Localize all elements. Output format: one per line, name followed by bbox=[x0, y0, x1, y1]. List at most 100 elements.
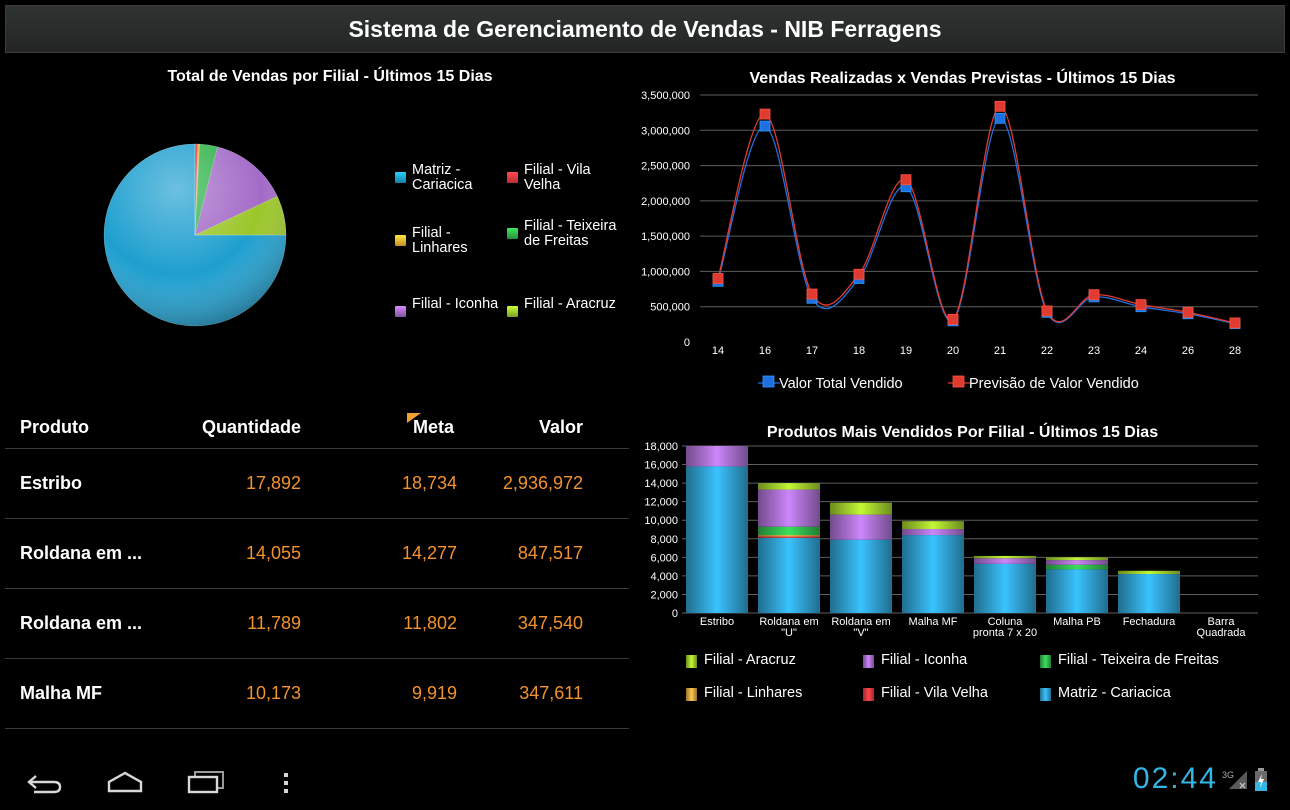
legend-label: Filial - Vila Velha bbox=[524, 162, 591, 193]
bar-segment[interactable] bbox=[758, 483, 820, 490]
bar-segment[interactable] bbox=[830, 502, 892, 515]
bar-segment[interactable] bbox=[686, 446, 748, 467]
data-point[interactable] bbox=[994, 100, 1006, 112]
bar-segment[interactable] bbox=[686, 466, 748, 613]
y-tick-label: 1,000,000 bbox=[641, 266, 690, 278]
bar-legend-label[interactable]: Filial - Aracruz bbox=[704, 652, 796, 668]
row-product: Roldana em ... bbox=[20, 613, 143, 633]
bar-segment[interactable] bbox=[758, 526, 820, 536]
pie-chart[interactable] bbox=[95, 135, 295, 335]
bar-segment[interactable] bbox=[902, 529, 964, 536]
recents-icon[interactable] bbox=[187, 770, 225, 794]
table-row[interactable]: Roldana em ... 11,789 11,802 347,540 bbox=[5, 589, 629, 659]
line-legend-label[interactable]: Valor Total Vendido bbox=[779, 376, 903, 392]
table-row[interactable]: Roldana em ... 14,055 14,277 847,517 bbox=[5, 519, 629, 589]
table-header: Produto Quantidade Meta Valor bbox=[5, 400, 629, 449]
legend-marker bbox=[952, 375, 965, 388]
line-legend-label[interactable]: Previsão de Valor Vendido bbox=[969, 376, 1139, 392]
bar-legend-label[interactable]: Matriz - Cariacica bbox=[1058, 685, 1172, 701]
legend-swatch bbox=[863, 655, 874, 668]
table-row[interactable]: Estribo 17,892 18,734 2,936,972 bbox=[5, 449, 629, 519]
bar-segment[interactable] bbox=[1046, 569, 1108, 613]
row-value: 347,540 bbox=[517, 613, 583, 633]
header-product[interactable]: Produto bbox=[20, 417, 89, 437]
menu-icon[interactable] bbox=[282, 771, 290, 795]
pie-legend-item[interactable]: Filial - Vila Velha bbox=[507, 163, 625, 193]
stacked-bar-chart[interactable]: 0 2,000 4,000 6,000 8,000 10,000 12,000 14,000 1… bbox=[630, 438, 1270, 718]
bar-legend-label[interactable]: Filial - Teixeira de Freitas bbox=[1058, 652, 1219, 668]
bar-segment[interactable] bbox=[1046, 557, 1108, 561]
row-quantity: 14,055 bbox=[245, 543, 301, 563]
bar-segment[interactable] bbox=[974, 558, 1036, 564]
bar-segment[interactable] bbox=[974, 555, 1036, 559]
bar-segment[interactable] bbox=[974, 563, 1036, 613]
bar-segment[interactable] bbox=[902, 521, 964, 530]
legend-swatch bbox=[863, 688, 874, 701]
bar-segment[interactable] bbox=[758, 535, 820, 537]
x-tick-label: Roldana em "V" bbox=[831, 616, 890, 639]
bar-segment[interactable] bbox=[1046, 560, 1108, 565]
table-row[interactable]: Malha MF 10,173 9,919 347,611 bbox=[5, 659, 629, 729]
back-icon[interactable] bbox=[26, 772, 64, 794]
data-point[interactable] bbox=[1229, 317, 1241, 329]
y-tick-label: 0 bbox=[672, 608, 678, 620]
data-point[interactable] bbox=[853, 268, 865, 280]
status-clock[interactable]: 02:44 bbox=[1132, 762, 1218, 795]
bar-legend-label[interactable]: Filial - Iconha bbox=[881, 652, 968, 668]
legend-marker bbox=[762, 375, 775, 388]
home-icon[interactable] bbox=[106, 770, 144, 794]
data-point[interactable] bbox=[1041, 305, 1053, 317]
legend-swatch bbox=[686, 688, 697, 701]
legend-label: Filial - Teixeira de Freitas bbox=[524, 218, 617, 249]
y-tick-label: 500,000 bbox=[650, 302, 690, 314]
y-tick-label: 2,500,000 bbox=[641, 161, 690, 173]
data-point[interactable] bbox=[759, 108, 771, 120]
pie-legend-item[interactable]: Matriz - Cariacica bbox=[395, 163, 503, 193]
pie-legend-item[interactable]: Filial - Iconha bbox=[395, 297, 503, 317]
x-tick-label: Coluna pronta 7 x 20 bbox=[973, 616, 1037, 639]
x-tick-label: 17 bbox=[806, 345, 818, 357]
bar-segment[interactable] bbox=[902, 535, 964, 613]
x-tick-label: Fechadura bbox=[1123, 616, 1176, 628]
data-point[interactable] bbox=[1182, 306, 1194, 318]
data-point[interactable] bbox=[712, 273, 724, 284]
pie-legend-item[interactable]: Filial - Aracruz bbox=[507, 297, 625, 317]
data-point[interactable] bbox=[759, 120, 771, 132]
bar-segment[interactable] bbox=[758, 536, 820, 538]
row-meta: 14,277 bbox=[401, 543, 457, 563]
bar-segment[interactable] bbox=[758, 489, 820, 527]
bar-segment[interactable] bbox=[830, 514, 892, 540]
line-chart[interactable]: 0 500,000 1,000,000 1,500,000 2,000,000 2,500… bbox=[630, 85, 1270, 405]
data-point[interactable] bbox=[1088, 289, 1100, 301]
bar-segment[interactable] bbox=[1046, 564, 1108, 570]
pie-legend-item[interactable]: Filial - Linhares bbox=[395, 226, 503, 256]
data-point[interactable] bbox=[947, 314, 959, 325]
row-meta: 9,919 bbox=[411, 683, 457, 703]
data-point[interactable] bbox=[806, 288, 818, 300]
y-tick-label: 12,000 bbox=[644, 497, 678, 509]
data-point[interactable] bbox=[900, 174, 912, 186]
line-series-1[interactable] bbox=[717, 117, 1236, 325]
bar-chart-title: Produtos Mais Vendidos Por Filial - Últi… bbox=[766, 424, 1159, 441]
x-tick-label: 24 bbox=[1135, 345, 1147, 357]
data-point[interactable] bbox=[1135, 299, 1147, 310]
pie-chart-title: Total de Vendas por Filial - Últimos 15 … bbox=[167, 68, 493, 85]
y-tick-label: 2,000,000 bbox=[641, 196, 690, 208]
battery-icon bbox=[1255, 768, 1267, 791]
header-meta[interactable]: Meta bbox=[412, 417, 454, 437]
row-product: Roldana em ... bbox=[20, 543, 143, 563]
bar-segment[interactable] bbox=[1118, 574, 1180, 613]
header-quantity[interactable]: Quantidade bbox=[201, 417, 301, 437]
bar-segment[interactable] bbox=[830, 539, 892, 613]
header-value[interactable]: Valor bbox=[538, 417, 583, 437]
bar-segment[interactable] bbox=[1118, 570, 1180, 575]
legend-swatch bbox=[395, 306, 406, 317]
data-point[interactable] bbox=[994, 112, 1006, 124]
row-quantity: 17,892 bbox=[245, 473, 301, 493]
pie-legend-item[interactable]: Filial - Teixeira de Freitas bbox=[507, 219, 625, 249]
bar-legend-label[interactable]: Filial - Vila Velha bbox=[881, 685, 989, 701]
bar-segment[interactable] bbox=[758, 537, 820, 613]
bar-legend-label[interactable]: Filial - Linhares bbox=[704, 685, 802, 701]
legend-swatch bbox=[1040, 688, 1051, 701]
row-product: Malha MF bbox=[20, 683, 103, 703]
